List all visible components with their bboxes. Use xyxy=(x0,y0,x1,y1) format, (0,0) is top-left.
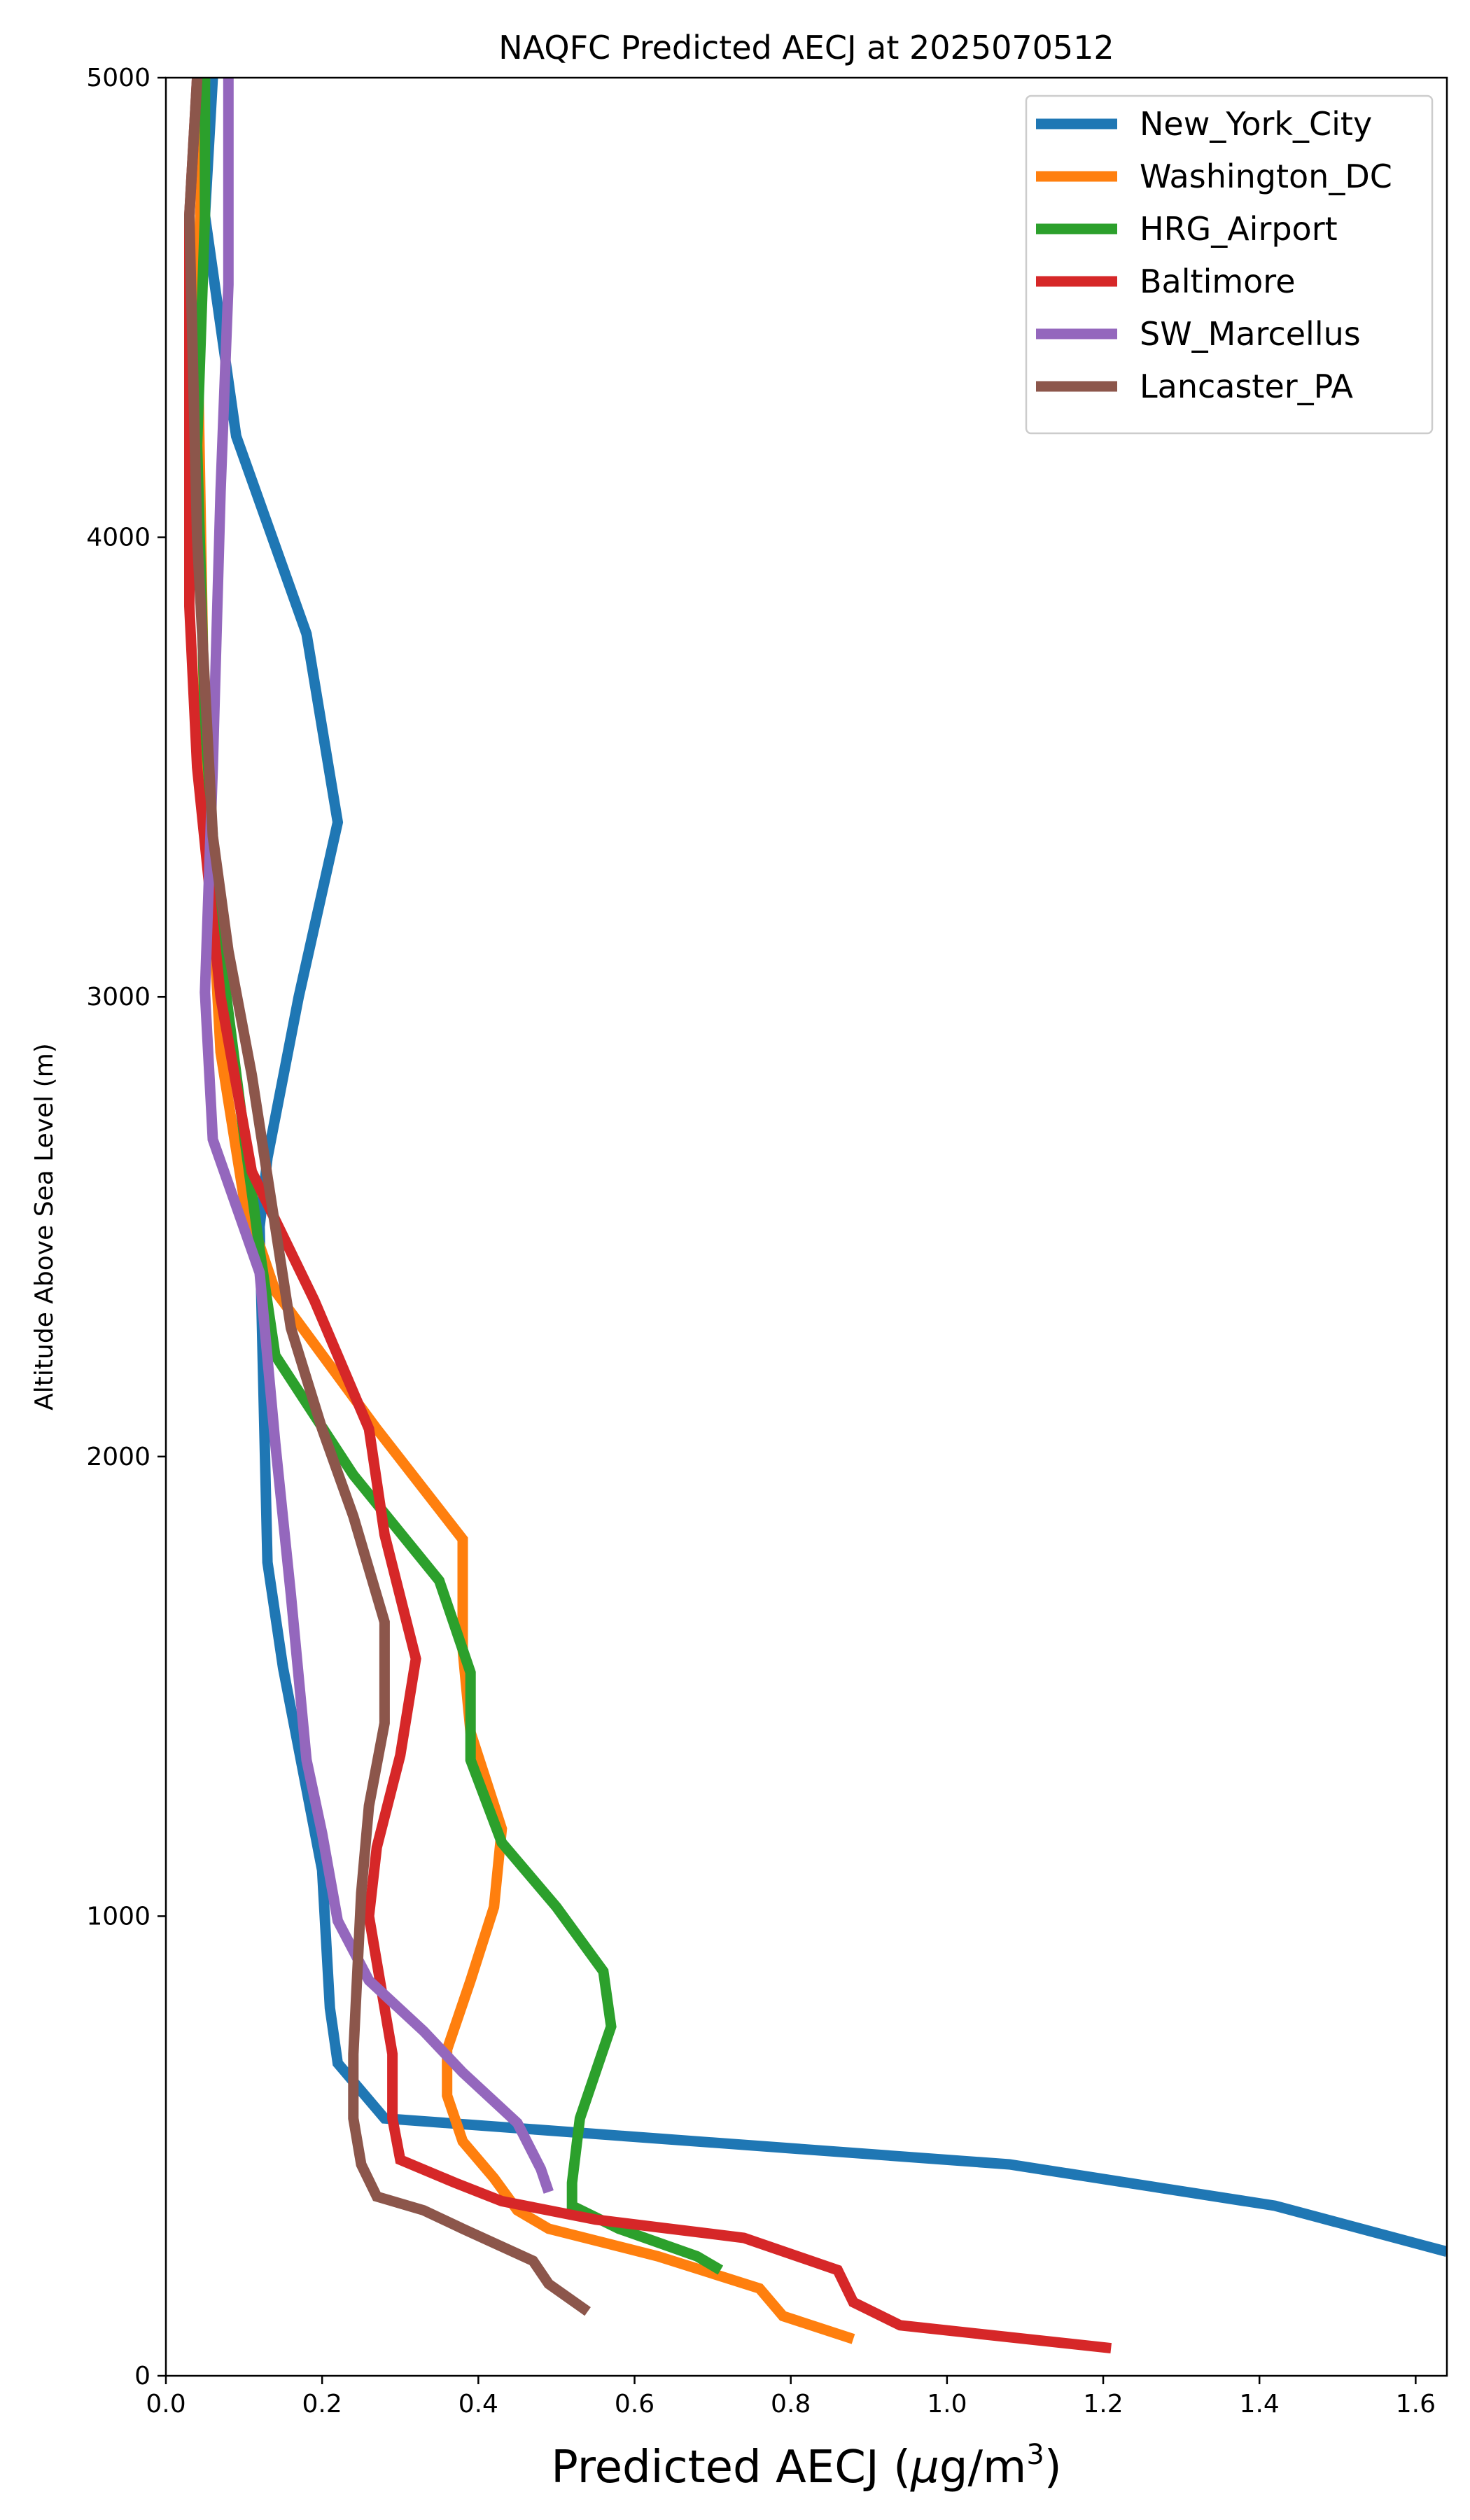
x-axis-label-exponent: 3 xyxy=(1026,2439,1044,2471)
x-axis-label-unit: g/m xyxy=(939,2442,1027,2493)
x-tick-label: 0.0 xyxy=(146,2390,186,2418)
x-tick-label: 0.4 xyxy=(458,2390,498,2418)
x-tick-label: 1.6 xyxy=(1396,2390,1436,2418)
legend-label-washington-dc: Washington_DC xyxy=(1140,158,1392,195)
series-line-new-york-city xyxy=(200,78,1447,2257)
y-tick-label: 2000 xyxy=(86,1443,150,1471)
x-axis-label-main: Predicted AECJ ( xyxy=(551,2442,911,2493)
legend-label-lancaster-pa: Lancaster_PA xyxy=(1140,368,1353,405)
x-axis: 0.0 0.2 0.4 0.6 0.8 1.0 1.2 1.4 1.6 xyxy=(146,2376,1436,2418)
x-tick-label: 1.0 xyxy=(927,2390,967,2418)
x-tick-label: 0.8 xyxy=(771,2390,811,2418)
series-line-sw-marcellus xyxy=(200,78,554,2194)
y-axis-label: Altitude Above Sea Level (m) xyxy=(30,1043,59,1410)
y-axis: 0 1000 2000 3000 4000 5000 xyxy=(86,64,166,2390)
legend-box xyxy=(1025,94,1434,435)
series-line-baltimore xyxy=(184,78,1112,2354)
x-axis-label-mu: μ xyxy=(910,2442,939,2493)
series-line-washington-dc xyxy=(192,78,855,2344)
chart-title: NAQFC Predicted AECJ at 2025070512 xyxy=(498,29,1114,66)
y-tick-label: 4000 xyxy=(86,524,150,552)
y-tick-label: 3000 xyxy=(86,983,150,1011)
y-tick-label: 5000 xyxy=(86,64,150,92)
x-tick-label: 0.6 xyxy=(615,2390,654,2418)
plot-area xyxy=(183,78,1447,2354)
series-line-lancaster-pa xyxy=(183,78,591,2316)
y-tick-label: 1000 xyxy=(86,1902,150,1931)
axes-frame xyxy=(164,76,1448,2377)
x-tick-label: 1.4 xyxy=(1240,2390,1280,2418)
x-axis-label-close: ) xyxy=(1044,2442,1062,2493)
legend-label-sw-marcellus: SW_Marcellus xyxy=(1140,315,1361,353)
x-tick-label: 0.2 xyxy=(302,2390,342,2418)
legend: New_York_City Washington_DC HRG_Airport Bal… xyxy=(1025,94,1434,435)
legend-label-new-york-city: New_York_City xyxy=(1140,105,1372,143)
x-tick-label: 1.2 xyxy=(1083,2390,1123,2418)
legend-label-baltimore: Baltimore xyxy=(1140,262,1296,300)
y-tick-label: 0 xyxy=(134,2362,150,2390)
x-axis-label: Predicted AECJ (μg/m3) xyxy=(551,2439,1062,2493)
legend-label-hrg-airport: HRG_Airport xyxy=(1140,210,1338,248)
